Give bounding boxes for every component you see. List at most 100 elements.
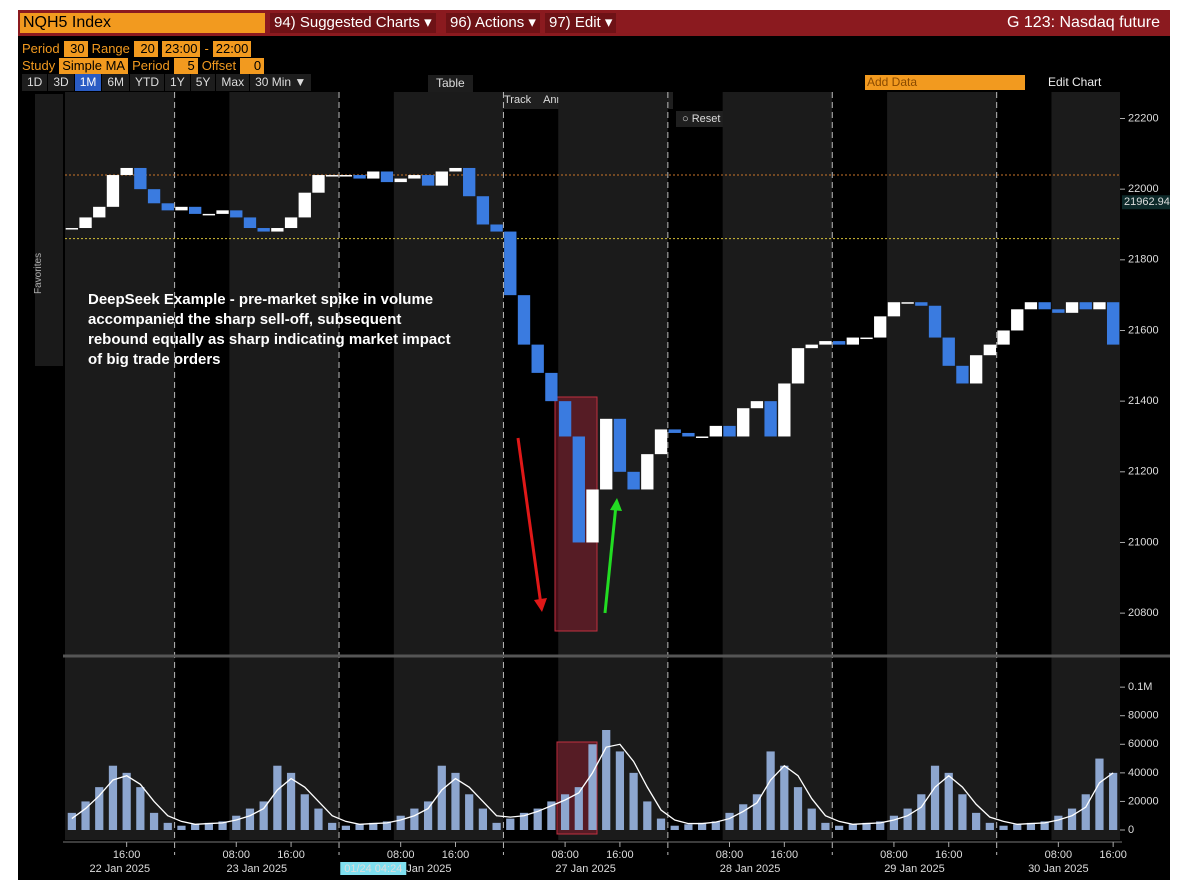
field[interactable]: Simple MA [59,58,129,74]
candle [545,372,558,402]
table-button[interactable]: Table [428,75,473,92]
range-button[interactable]: 1Y [165,74,190,91]
field[interactable]: 0 [240,58,265,74]
session-shade [229,92,340,840]
candle [915,302,928,306]
volume-bar [793,787,803,830]
range-button[interactable]: 3D [48,74,74,91]
candle [476,196,490,225]
candle [79,217,92,229]
volume-bar [958,794,967,830]
candle [627,471,640,490]
date-label: 29 Jan 2025 [884,863,945,875]
candle [202,213,216,216]
candle [997,330,1010,345]
menu[interactable]: 96) Actions ▾ [446,13,540,33]
label: - [204,41,209,56]
x-tick-label: 16:00 [1099,849,1127,861]
volume-bar [286,772,296,830]
volume-bar [588,744,597,830]
candle [1065,302,1079,313]
candle [572,436,585,543]
volume-bar [465,794,474,830]
range-button[interactable]: 5Y [190,74,216,91]
candle [106,175,120,207]
volume-bar [506,818,515,830]
candle [860,337,873,340]
range-button[interactable]: 6M [102,74,130,91]
volume-bar [423,801,433,830]
y-tick-label: 21200 [1128,466,1159,478]
reset[interactable]: ○ Reset [676,111,729,127]
volume-bar [972,812,981,830]
volume-bar [1040,821,1049,830]
candle [737,408,750,437]
title-bar: NQH5 Index 94) Suggested Charts ▾ 96) Ac… [18,10,1170,36]
candle [312,175,325,193]
range-button[interactable]: YTD [130,74,165,91]
terminal: NQH5 Index 94) Suggested Charts ▾ 96) Ac… [18,10,1170,880]
range-button[interactable]: 1D [22,74,48,91]
range-button[interactable]: 1M [74,74,102,91]
candle [531,344,544,373]
volume-bar [999,825,1008,830]
cursor-box [340,862,407,875]
candle [463,167,476,197]
candle [695,436,709,438]
volume-bar [245,808,255,830]
range-buttons: 1D 3D 1M 6M YTD 1Y 5Y Max 30 Min ▼ [22,74,312,91]
label: Offset [201,58,237,73]
add-data[interactable]: Add Data [865,75,1025,90]
candle [517,295,531,345]
candle [134,167,147,190]
candle [284,217,298,229]
candle [654,429,668,455]
volume-bar [670,825,679,830]
field[interactable]: 5 [173,58,198,74]
candle [668,429,681,433]
menu[interactable]: 94) Suggested Charts ▾ [270,13,436,33]
x-tick-label: 16:00 [935,849,963,861]
candle [641,454,654,490]
range-button[interactable]: Max [216,74,250,91]
y-tick-label: 20000 [1128,795,1159,807]
range-button[interactable]: 30 Min ▼ [250,74,312,91]
candle [188,206,202,214]
volume-bar [615,751,625,830]
candle [942,337,955,366]
volume-bar [300,794,309,830]
volume-bar [136,787,145,830]
volume-bar [396,815,405,830]
tool-button[interactable]: Track [504,94,532,106]
candle [326,175,339,177]
volume-bar [204,822,213,830]
candle [805,344,818,349]
x-tick-label: 08:00 [223,849,251,861]
field[interactable]: 20 [133,41,158,57]
volume-bar [382,821,392,830]
volume-bar [533,808,542,830]
candle [257,228,270,232]
volume-bar [711,821,720,830]
security[interactable]: NQH5 Index [20,13,265,33]
volume-bar [889,815,899,830]
menu[interactable]: 97) Edit ▾ [545,13,617,33]
chart: 20800 21000 21200 21400 21600 21800 22000 22200… [63,92,1170,875]
candle [298,192,311,218]
volume-bar [218,821,227,830]
volume-bar [944,772,953,830]
edit-chart[interactable]: Edit Chart [1048,75,1102,89]
volume-bar [917,794,926,830]
label: Period [132,58,170,73]
volume-bar [547,801,556,830]
field[interactable]: 22:00 [212,41,252,57]
field[interactable]: 23:00 [161,41,201,57]
arrow-head [534,598,547,612]
volume-bar [629,772,638,830]
x-tick-label: 08:00 [551,849,579,861]
candle [956,365,969,384]
label: Period [22,41,60,56]
volume-bar [1081,794,1090,830]
y-tick-label: 21000 [1128,536,1159,548]
field[interactable]: 30 [63,41,88,57]
